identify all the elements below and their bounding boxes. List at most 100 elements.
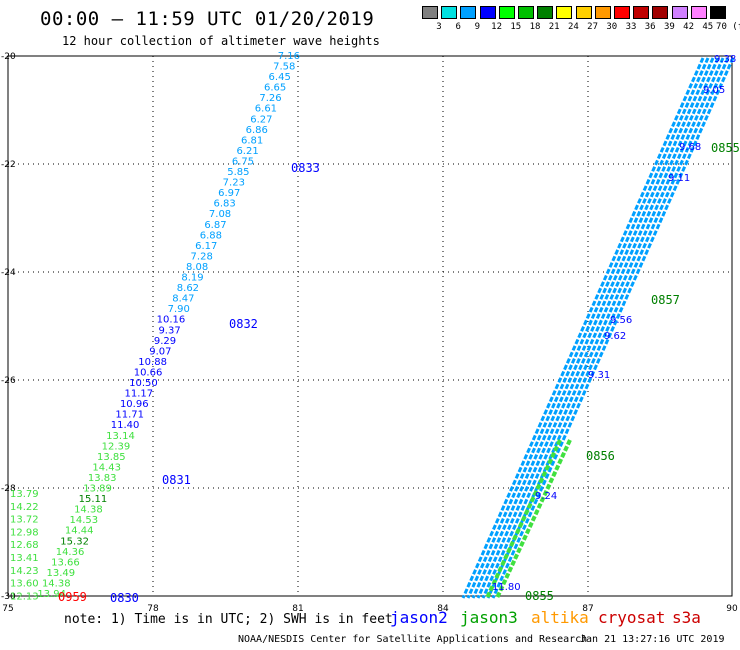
- swh-value: 13.89: [83, 484, 112, 495]
- swh-value: 5.85: [227, 167, 249, 178]
- time-label: 0832: [229, 317, 258, 331]
- legend-s3a: s3a: [672, 608, 701, 627]
- swh-value: 9.62: [604, 331, 626, 342]
- swh-value: 10.66: [134, 367, 163, 378]
- generation-timestamp: Jan 21 13:27:16 UTC 2019: [580, 634, 725, 645]
- color-swatch: [690, 6, 707, 19]
- swh-value: 6.21: [236, 146, 258, 157]
- swh-value: 7.23: [223, 178, 245, 189]
- time-label: 0830: [110, 591, 139, 605]
- swh-value: 9.05: [703, 85, 725, 96]
- color-scale-label: 39: [663, 22, 675, 32]
- swh-value: 9.38: [714, 54, 736, 65]
- color-swatch: [460, 6, 477, 19]
- color-scale-label: 45: [702, 22, 714, 32]
- swh-value: 9.24: [535, 491, 557, 502]
- swh-value: 11.17: [125, 389, 154, 400]
- time-label: 0833: [291, 161, 320, 175]
- swh-value: 6.65: [264, 83, 286, 94]
- track-band: [485, 439, 562, 599]
- time-label-cryosat: 0959: [58, 590, 87, 604]
- swh-value: 10.96: [120, 399, 149, 410]
- legend-cryosat: cryosat: [598, 608, 666, 627]
- swh-value: 6.45: [269, 72, 291, 83]
- lon-tick-label: 84: [437, 604, 449, 614]
- swh-value: 15.11: [79, 494, 108, 505]
- lat-tick-label: -30: [1, 592, 16, 602]
- lat-tick-label: -22: [1, 160, 16, 170]
- swh-value: 7.08: [209, 209, 231, 220]
- footnote: note: 1) Time is in UTC; 2) SWH is in fe…: [64, 612, 393, 627]
- lon-tick-label: 87: [582, 604, 593, 614]
- swh-value: 12.13: [10, 591, 39, 602]
- color-scale-label: 36: [644, 22, 656, 32]
- swh-value: 9.37: [158, 325, 180, 336]
- swh-value: 6.61: [255, 104, 277, 115]
- swh-value: 14.36: [56, 547, 85, 558]
- color-scale-label: 42: [683, 22, 695, 32]
- lat-tick-label: -26: [1, 376, 16, 386]
- track-band: [471, 57, 715, 599]
- color-swatch: [710, 6, 726, 19]
- track-band: [476, 57, 720, 599]
- swh-value: 10.88: [138, 357, 167, 368]
- chart-subtitle: 12 hour collection of altimeter wave hei…: [62, 34, 380, 48]
- chart-title: 00:00 – 11:59 UTC 01/20/2019: [40, 8, 375, 30]
- swh-value: 6.17: [195, 241, 217, 252]
- time-label: 0831: [162, 473, 191, 487]
- color-swatch: [518, 6, 534, 19]
- swh-value: 11.71: [115, 410, 144, 421]
- color-swatch: [556, 6, 573, 19]
- swh-value: 7.28: [191, 251, 213, 262]
- swh-value: 14.22: [10, 502, 39, 513]
- swh-value: 14.44: [65, 526, 94, 537]
- swh-value: 6.83: [213, 199, 235, 210]
- color-swatch: [575, 6, 592, 19]
- swh-value: 13.49: [47, 568, 76, 579]
- track-band: [461, 57, 705, 599]
- color-swatch: [614, 6, 630, 19]
- swh-value: 10.50: [129, 378, 158, 389]
- lat-tick-label: -28: [1, 484, 16, 494]
- map-frame: [7, 55, 733, 597]
- swh-value: 9.68: [679, 142, 701, 153]
- color-swatch: [671, 6, 688, 19]
- color-scale-label: 18: [529, 22, 541, 32]
- color-scale-label: 3: [436, 22, 442, 32]
- swh-value: 6.27: [250, 114, 272, 125]
- color-scale-label: 6: [455, 22, 461, 32]
- color-scale-label: 30: [606, 22, 618, 32]
- swh-value: 13.41: [10, 553, 39, 564]
- swh-value: 9.31: [588, 370, 610, 381]
- track-band: [495, 439, 572, 599]
- track-band: [481, 57, 725, 599]
- time-label: 0855: [711, 141, 740, 155]
- swh-value: 15.32: [60, 536, 89, 547]
- swh-value: 12.39: [102, 441, 131, 452]
- color-swatch: [441, 6, 458, 19]
- track-band: [486, 57, 730, 599]
- swh-value: 6.97: [218, 188, 240, 199]
- time-label: 0855: [525, 589, 554, 603]
- color-swatch: [498, 6, 515, 19]
- color-swatch: [652, 6, 669, 19]
- swh-value: 10.16: [157, 315, 186, 326]
- color-swatch: [633, 6, 650, 19]
- swh-value: 12.98: [10, 527, 39, 538]
- color-scale-label: 70 (ft): [716, 22, 740, 32]
- swh-value: 6.81: [241, 135, 263, 146]
- swh-value: 7.16: [278, 51, 300, 62]
- color-swatch: [479, 6, 496, 19]
- color-scale-label: 27: [587, 22, 599, 32]
- color-scale-label: 21: [548, 22, 560, 32]
- swh-value: 6.86: [246, 125, 268, 136]
- swh-value: 9.11: [668, 173, 690, 184]
- swh-value: 14.38: [74, 505, 103, 516]
- swh-value: 14.23: [10, 566, 39, 577]
- color-scale-label: 15: [510, 22, 522, 32]
- lon-tick-label: 90: [726, 604, 738, 614]
- color-swatch: [594, 6, 611, 19]
- legend-altika: altika: [531, 608, 589, 627]
- lat-tick-label: -20: [1, 52, 16, 62]
